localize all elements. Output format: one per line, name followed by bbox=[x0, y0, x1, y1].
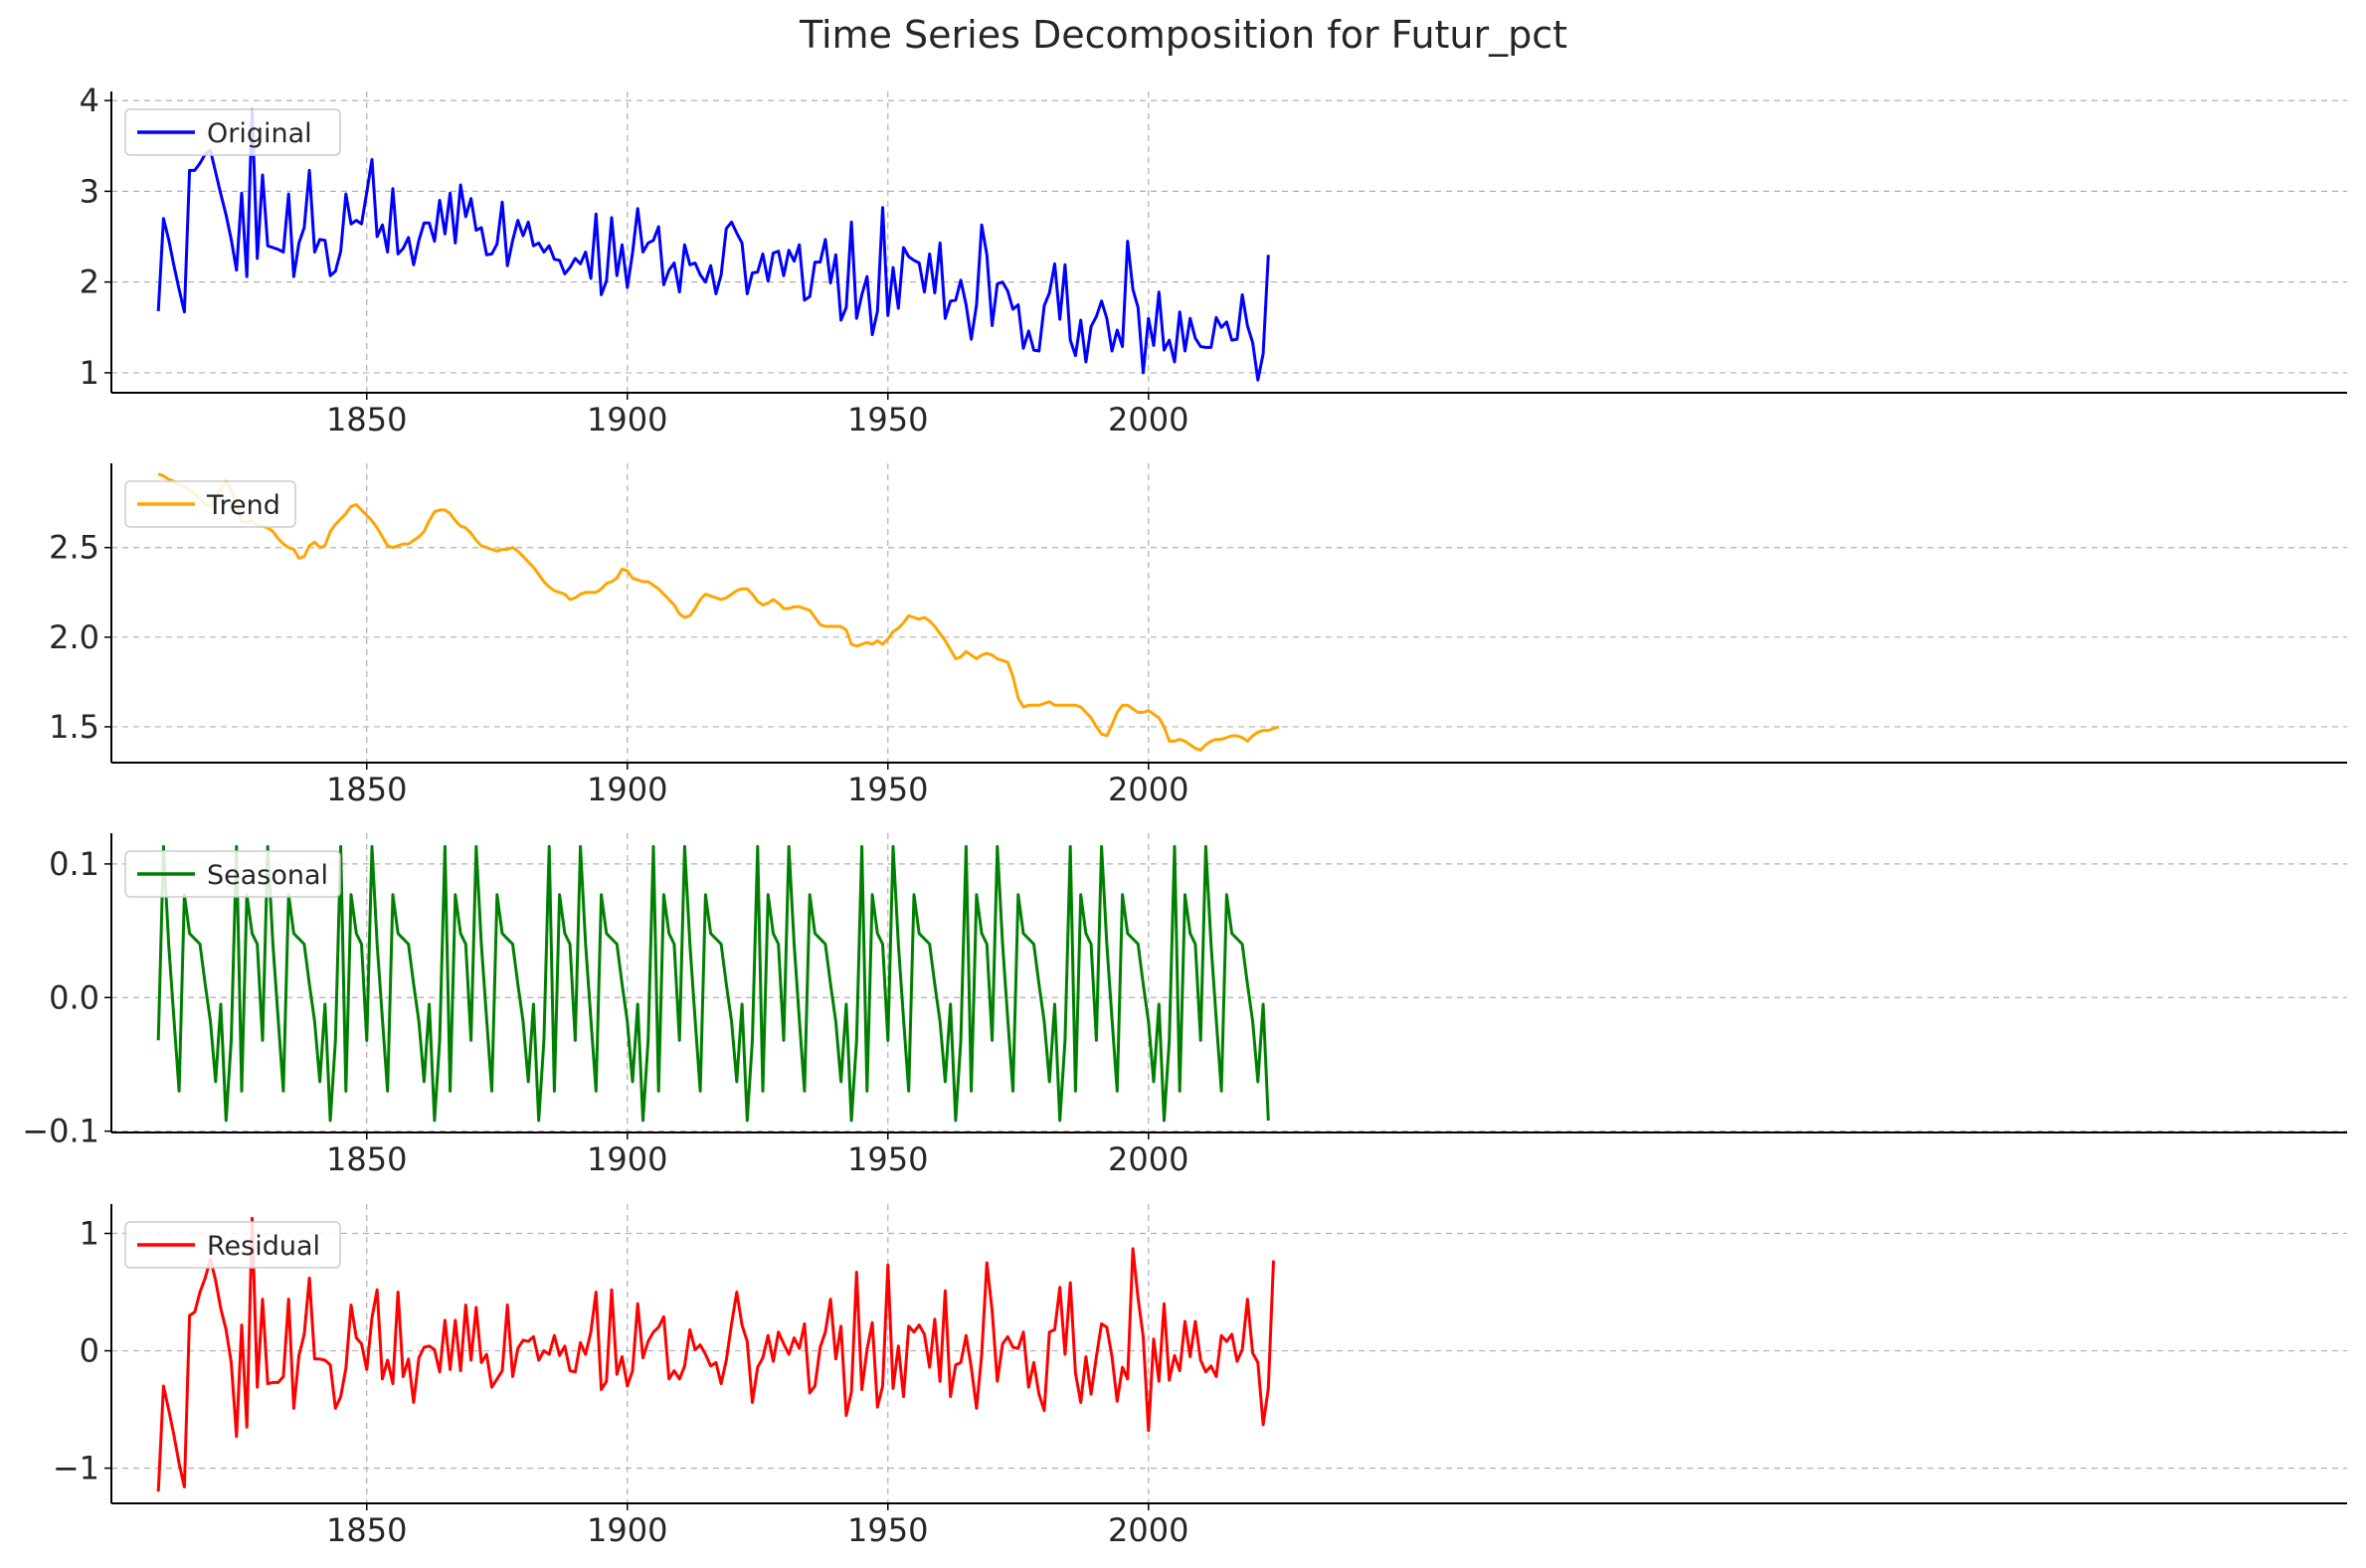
residual-panel: 1850 1900 1950 2000 −1 0 1 Residual bbox=[53, 1204, 2347, 1549]
x-tick-label: 2000 bbox=[1108, 1511, 1188, 1549]
y-tick-label: 3 bbox=[80, 172, 99, 210]
legend-label: Original bbox=[207, 118, 312, 149]
x-tick-label: 1950 bbox=[847, 401, 928, 438]
x-tick-label: 2000 bbox=[1108, 1140, 1188, 1178]
original-legend: Original bbox=[124, 108, 341, 156]
x-tick-label: 1900 bbox=[587, 401, 667, 438]
y-tick-label: 1.5 bbox=[49, 708, 99, 746]
seasonal-panel: 1850 1900 1950 2000 −0.1 0.0 0.1 Seasonal bbox=[22, 833, 2347, 1178]
y-tick-label: −1 bbox=[53, 1450, 99, 1487]
seasonal-legend: Seasonal bbox=[124, 850, 341, 898]
y-tick-label: 2 bbox=[80, 263, 99, 301]
x-tick-label: 2000 bbox=[1108, 771, 1188, 808]
residual-series-line bbox=[156, 1216, 1275, 1492]
trend-panel: 1850 1900 1950 2000 1.5 2.0 2.5 Trend bbox=[49, 463, 2347, 808]
legend-box bbox=[124, 850, 341, 898]
x-tick-label: 1900 bbox=[587, 1511, 667, 1549]
x-tick-label: 1950 bbox=[847, 1140, 928, 1178]
x-tick-label: 1850 bbox=[326, 401, 407, 438]
legend-box bbox=[124, 108, 341, 156]
y-tick-label: 2.0 bbox=[49, 618, 99, 656]
x-tick-label: 1850 bbox=[326, 771, 407, 808]
y-tick-label: 0 bbox=[80, 1332, 99, 1370]
x-tick-label: 2000 bbox=[1108, 401, 1188, 438]
legend-label: Residual bbox=[207, 1231, 320, 1262]
y-tick-label: 4 bbox=[80, 82, 99, 119]
seasonal-series-line bbox=[156, 844, 1270, 1123]
y-tick-label: −0.1 bbox=[22, 1113, 99, 1150]
residual-legend: Residual bbox=[124, 1221, 341, 1269]
legend-label: Trend bbox=[206, 490, 280, 521]
legend-box bbox=[124, 1221, 341, 1269]
original-series-line bbox=[156, 107, 1270, 382]
y-tick-label: 0.0 bbox=[49, 978, 99, 1016]
original-panel: 1850 1900 1950 2000 1 2 3 4 Original bbox=[80, 82, 2347, 438]
trend-legend: Trend bbox=[124, 480, 296, 528]
x-tick-label: 1900 bbox=[587, 771, 667, 808]
y-tick-label: 1 bbox=[80, 1215, 99, 1253]
legend-box bbox=[124, 480, 296, 528]
x-tick-label: 1850 bbox=[326, 1511, 407, 1549]
legend-label: Seasonal bbox=[207, 860, 328, 891]
x-tick-label: 1950 bbox=[847, 1511, 928, 1549]
y-tick-label: 1 bbox=[80, 354, 99, 392]
x-tick-label: 1850 bbox=[326, 1140, 407, 1178]
y-tick-label: 0.1 bbox=[49, 845, 99, 883]
chart-title: Time Series Decomposition for Futur_pct bbox=[799, 13, 1567, 57]
trend-series-line bbox=[157, 472, 1280, 752]
x-tick-label: 1950 bbox=[847, 771, 928, 808]
y-tick-label: 2.5 bbox=[49, 529, 99, 567]
x-tick-label: 1900 bbox=[587, 1140, 667, 1178]
